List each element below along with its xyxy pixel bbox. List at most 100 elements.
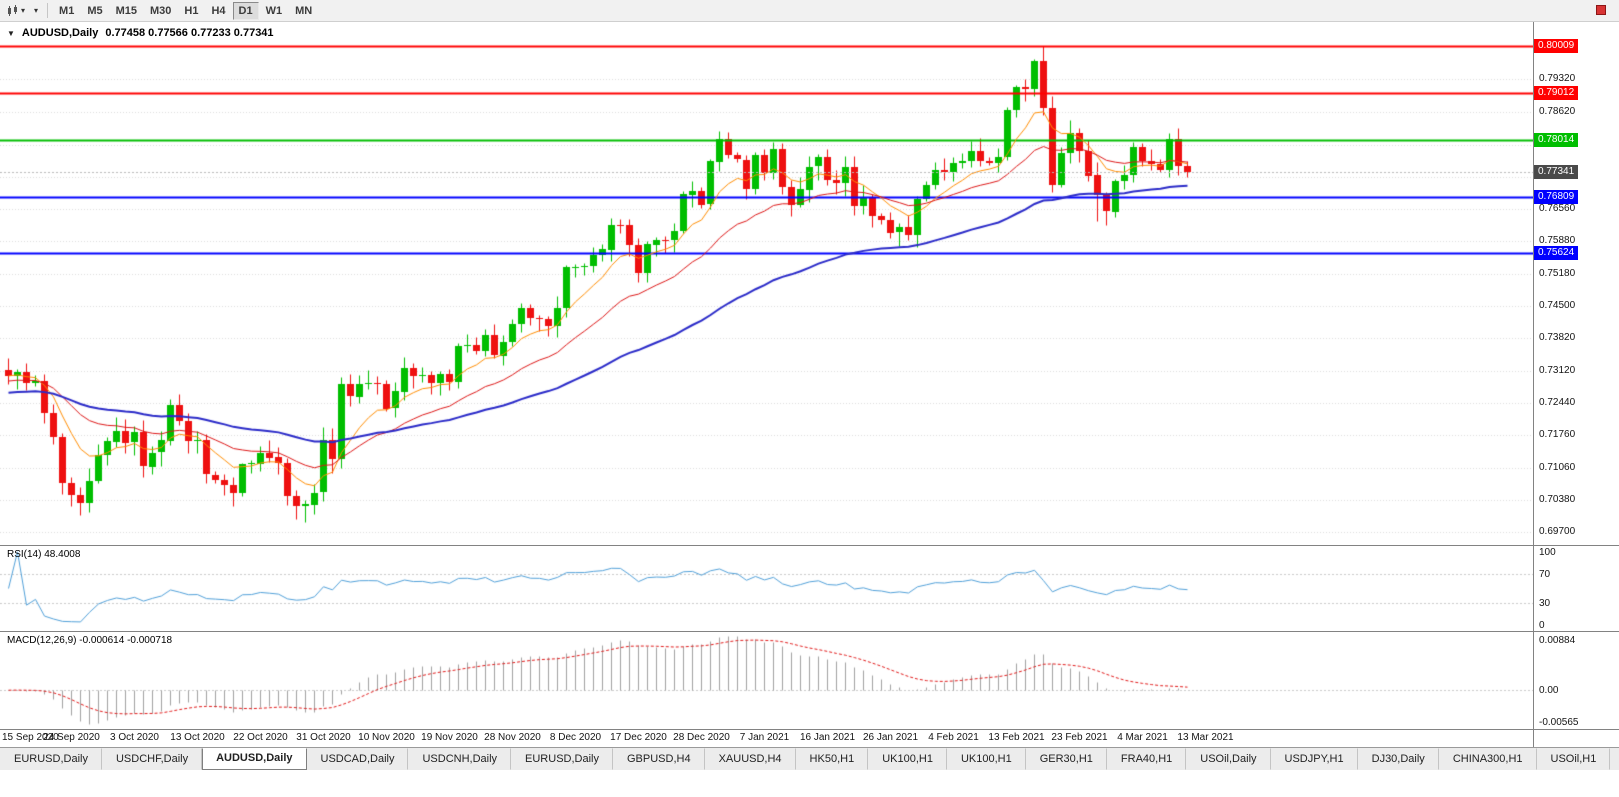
date-axis-label: 4 Feb 2021: [928, 732, 979, 743]
chart-tab-xauusd-h4[interactable]: XAUUSD,H4: [704, 748, 796, 770]
rsi-macd-separator[interactable]: [0, 631, 1619, 632]
chart-tab-audusd-daily[interactable]: AUDUSD,Daily: [202, 748, 307, 770]
symbol-info: ▼ AUDUSD,Daily 0.77458 0.77566 0.77233 0…: [7, 27, 274, 39]
timeframe-button-w1[interactable]: W1: [265, 4, 283, 17]
symbol-title: AUDUSD,Daily: [21, 27, 99, 39]
date-axis-label: 22 Oct 2020: [233, 732, 288, 743]
price-axis-label: 0.73120: [1539, 364, 1576, 376]
price-rsi-separator[interactable]: [0, 545, 1619, 546]
timeframe-button-mn[interactable]: MN: [295, 4, 313, 17]
chart-tab-uk100-h1[interactable]: UK100,H1: [946, 748, 1026, 770]
date-axis-label: 13 Feb 2021: [988, 732, 1045, 743]
symbol-ohlc: 0.77458 0.77566 0.77233 0.77341: [105, 27, 274, 39]
rsi-axis-label: 100: [1539, 546, 1556, 558]
date-axis-label: 16 Jan 2021: [799, 732, 856, 743]
rsi-axis-label: 0: [1539, 620, 1545, 632]
rsi-axis-label: 70: [1539, 568, 1551, 580]
price-axis-label: 0.72440: [1539, 396, 1576, 408]
date-axis-label: 8 Dec 2020: [549, 732, 602, 743]
price-axis-label: 0.75180: [1539, 267, 1576, 279]
price-axis-label: 0.71760: [1539, 428, 1576, 440]
chart-tab-hk50-h1[interactable]: HK50,H1: [795, 748, 869, 770]
date-axis-label: 31 Oct 2020: [296, 732, 351, 743]
chart-tab-usoil-daily[interactable]: USOil,Daily: [1186, 748, 1271, 770]
chart-tab-ger30-h1[interactable]: GER30,H1: [1025, 748, 1107, 770]
price-axis-label: 0.76560: [1539, 202, 1576, 214]
price-axis-label: 0.78620: [1539, 105, 1576, 117]
price-axis-label: 0.69700: [1539, 525, 1576, 537]
chart-type-icon[interactable]: ▾: [3, 2, 29, 20]
price-axis: 0.79320 0.78620 0.76560 0.75880 0.75180 0.745…: [1534, 22, 1619, 747]
chart-tab-usdcnh-daily[interactable]: USDCNH,Daily: [408, 748, 512, 770]
chart-tab-uk100-h1[interactable]: UK100,H1: [868, 748, 947, 770]
timeframe-buttons-group: M1 M5 M15 M30 H1 H4 D1 W1 MN: [53, 1, 318, 20]
price-axis-label: 0.75880: [1539, 234, 1576, 246]
rsi-label: RSI(14) 48.4008: [7, 549, 81, 560]
date-axis-label: 17 Dec 2020: [610, 732, 667, 743]
macd-panel-canvas[interactable]: [0, 632, 1533, 729]
chart-tab-usdjpy-h1[interactable]: USDJPY,H1: [1270, 748, 1358, 770]
current-price-tag: 0.77341: [1534, 164, 1579, 179]
chart-tab-usoil-h1[interactable]: USOil,H1: [1536, 748, 1611, 770]
toolbar: ▾ ▾ M1 M5 M15 M30 H1 H4 D1 W1 MN: [0, 0, 1619, 22]
timeframe-button-m5[interactable]: M5: [87, 4, 103, 17]
date-axis: 15 Sep 2020 24 Sep 2020 3 Oct 2020 13 Oct 2…: [0, 729, 1533, 747]
price-axis-label: 0.73820: [1539, 331, 1576, 343]
timeframe-button-m30[interactable]: M30: [150, 4, 172, 17]
price-axis-label: 0.70380: [1539, 493, 1576, 505]
price-level-tag: 0.76809: [1534, 189, 1579, 204]
collapse-ohlc-icon[interactable]: ▼: [7, 28, 15, 38]
date-axis-label: 13 Mar 2021: [1177, 732, 1234, 743]
price-chart-canvas[interactable]: [0, 22, 1533, 545]
date-axis-label: 13 Oct 2020: [170, 732, 225, 743]
date-axis-label: 4 Mar 2021: [1117, 732, 1168, 743]
macd-label: MACD(12,26,9) -0.000614 -0.000718: [7, 635, 173, 646]
price-level-tag: 0.75624: [1534, 245, 1579, 260]
chart-tab-fra40-h1[interactable]: FRA40,H1: [1106, 748, 1187, 770]
chart-tab-gbpusd-h4[interactable]: GBPUSD,H4: [613, 748, 705, 770]
price-axis-label: 0.79320: [1539, 72, 1576, 84]
status-bar: [0, 770, 1619, 797]
timeframes-menu-icon[interactable]: ▾: [30, 2, 42, 20]
price-axis-label: 0.74500: [1539, 299, 1576, 311]
chart-tab-eurusd-daily[interactable]: EURUSD,Daily: [0, 748, 102, 770]
chart-tab-usdchf-daily[interactable]: USDCHF,Daily: [101, 748, 203, 770]
candlestick-glyph: [8, 4, 17, 16]
date-axis-label: 10 Nov 2020: [358, 732, 415, 743]
timeframe-button-m1[interactable]: M1: [59, 4, 75, 17]
rsi-axis-label: 30: [1539, 598, 1551, 610]
price-level-tag: 0.80009: [1534, 39, 1579, 54]
chevron-down-icon: ▾: [21, 5, 26, 15]
macd-axis-label: 0.00: [1539, 685, 1559, 697]
macd-axis-label: -0.00565: [1539, 717, 1579, 729]
date-axis-label: 15 Sep 2020: [2, 732, 59, 743]
date-axis-label: 28 Dec 2020: [673, 732, 730, 743]
date-axis-label: 23 Feb 2021: [1051, 732, 1108, 743]
price-level-tag: 0.78014: [1534, 133, 1579, 148]
alert-marker-icon[interactable]: [1596, 5, 1606, 15]
chart-tab-dj30-daily[interactable]: DJ30,Daily: [1357, 748, 1439, 770]
date-axis-label: 7 Jan 2021: [739, 732, 790, 743]
chart-tabs-bar: EURUSD,Daily USDCHF,Daily AUDUSD,Daily USDC…: [0, 747, 1619, 770]
date-axis-label: 26 Jan 2021: [862, 732, 919, 743]
toolbar-separator: [47, 3, 49, 18]
date-axis-label: 24 Sep 2020: [43, 732, 100, 743]
chart-tab-china300-h1[interactable]: CHINA300,H1: [1438, 748, 1537, 770]
rsi-panel-canvas[interactable]: [0, 546, 1533, 631]
date-axis-label: 28 Nov 2020: [484, 732, 541, 743]
macd-axis-label: 0.00884: [1539, 634, 1576, 646]
date-axis-label: 19 Nov 2020: [421, 732, 478, 743]
chart-tab-usdcad-daily[interactable]: USDCAD,Daily: [306, 748, 409, 770]
timeframe-button-h1[interactable]: H1: [184, 4, 199, 17]
timeframe-button-m15[interactable]: M15: [115, 4, 137, 17]
chart-tab-eurusd-daily[interactable]: EURUSD,Daily: [511, 748, 613, 770]
chevron-down-icon: ▾: [34, 5, 39, 15]
date-axis-label: 3 Oct 2020: [110, 732, 159, 743]
timeframe-button-h4[interactable]: H4: [211, 4, 226, 17]
price-level-tag: 0.79012: [1534, 86, 1579, 101]
price-axis-label: 0.71060: [1539, 461, 1576, 473]
price-axis-divider: [1533, 22, 1534, 747]
timeframe-button-d1[interactable]: D1: [232, 1, 259, 20]
date-axis-border: [0, 729, 1619, 730]
